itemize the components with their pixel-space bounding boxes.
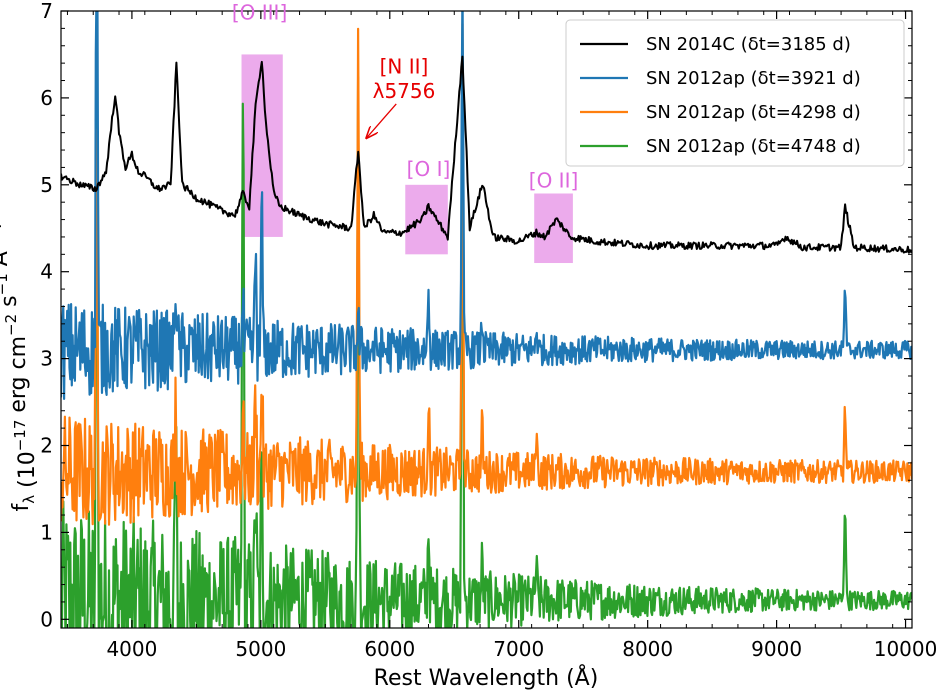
y-tick-label: 0 [40,607,53,631]
legend-entry: SN 2012ap (δt=4298 d) [646,102,861,123]
y-tick-label: 2 [40,434,53,458]
plot-frame [60,10,913,629]
series-line [61,11,912,400]
x-tick-label: 10000 [874,637,938,661]
x-tick-label: 4000 [106,637,157,661]
annotations: [O III] [O I] [O II] [N II]λ5756 [232,1,578,193]
x-tick-label: 5000 [235,637,286,661]
emission-band [534,193,573,264]
y-tick-label: 6 [40,86,53,110]
annotation-label: λ5756 [373,79,436,103]
legend-entry: SN 2012ap (δt=4748 d) [646,136,861,157]
legend-frame [565,19,905,167]
x-tick-label: 9000 [751,637,802,661]
axis-ticks: 4000 5000 6000 7000 8000 9000 10000 0 1 2 3 4 5 6 7 [40,0,937,661]
legend: SN 2014C (δt=3185 d) SN 2012ap (δt=3921 d… [565,19,905,167]
annotation-arrow [367,103,397,138]
series-line [61,22,912,526]
annotation-label: [O II] [529,168,579,192]
x-tick-label: 8000 [622,637,673,661]
annotation-label: [N II] [380,55,429,79]
x-tick-label: 6000 [364,637,415,661]
legend-entry: SN 2014C (δt=3185 d) [646,34,851,55]
series-layer [61,11,912,628]
y-tick-label: 4 [40,260,53,284]
series-line [61,55,912,254]
x-tick-label: 7000 [493,637,544,661]
legend-entry: SN 2012ap (δt=3921 d) [646,68,861,89]
y-tick-label: 3 [40,347,53,371]
emission-band [405,184,448,255]
annotation-label: [O I] [407,157,451,181]
series-line [61,13,912,628]
y-tick-label: 7 [40,0,53,23]
x-axis-label: Rest Wavelength (Å) [374,664,599,691]
y-tick-label: 5 [40,173,53,197]
annotation-label: [O III] [232,1,287,25]
y-axis-label: fλ (10−17 erg cm−2 s−1 Å−1) + const [0,128,40,511]
y-tick-label: 1 [40,520,53,544]
